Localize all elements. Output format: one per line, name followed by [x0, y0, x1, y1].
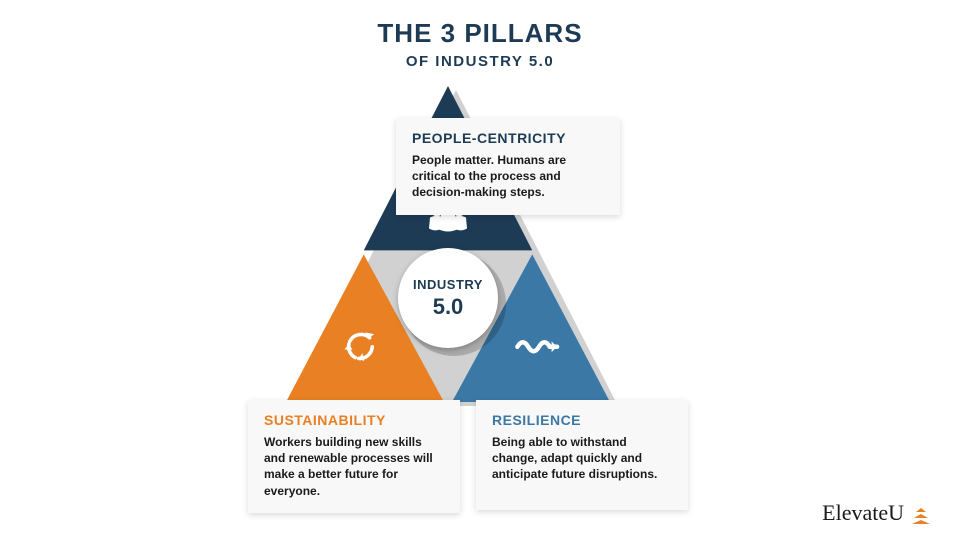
pillar-body: Being able to withstand change, adapt qu… [492, 434, 672, 483]
brand-logo-icon [910, 504, 932, 526]
brand-logo-text: ElevateU [822, 500, 904, 526]
center-label-line2: 5.0 [433, 294, 464, 320]
pillar-title: PEOPLE-CENTRICITY [412, 130, 604, 146]
pillar-body: People matter. Humans are critical to th… [412, 152, 604, 201]
pillar-card-people-centricity: PEOPLE-CENTRICITY People matter. Humans … [396, 118, 620, 215]
pillar-body: Workers building new skills and renewabl… [264, 434, 444, 499]
pillar-title: SUSTAINABILITY [264, 412, 444, 428]
pillar-card-sustainability: SUSTAINABILITY Workers building new skil… [248, 400, 460, 513]
brand-logo: ElevateU [822, 500, 932, 526]
pillar-card-resilience: RESILIENCE Being able to withstand chang… [476, 400, 688, 510]
center-label-line1: INDUSTRY [413, 277, 483, 292]
pillar-title: RESILIENCE [492, 412, 672, 428]
center-circle: INDUSTRY 5.0 [398, 248, 498, 348]
